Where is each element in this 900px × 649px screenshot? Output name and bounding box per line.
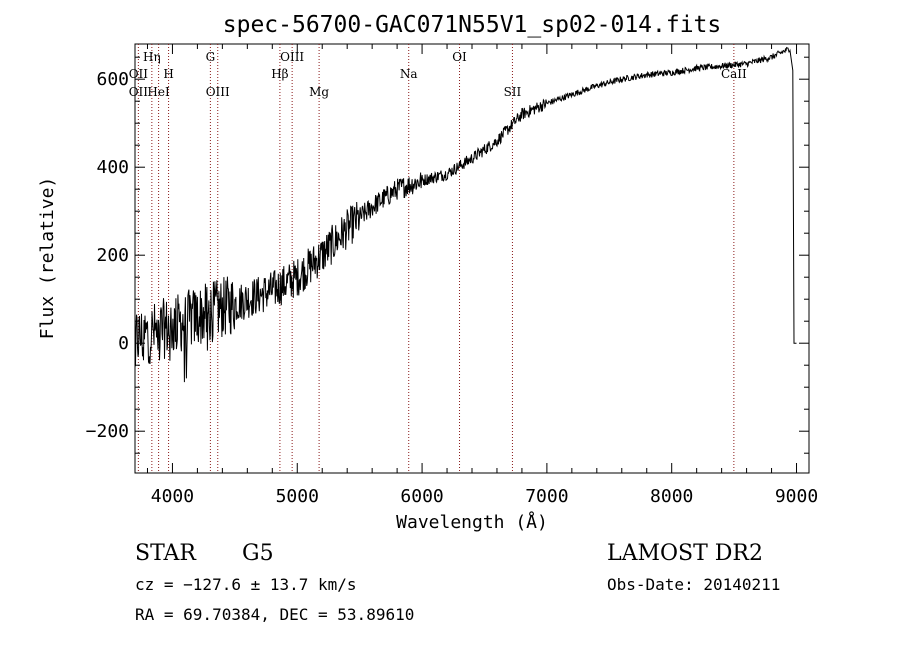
observation-date: Obs-Date: 20140211 <box>607 575 780 594</box>
spectral-line-label: G <box>206 50 216 64</box>
x-tick-label: 9000 <box>775 486 818 507</box>
y-axis-label: Flux (relative) <box>37 177 58 340</box>
spectral-line-label: CaII <box>721 67 747 81</box>
y-tick-label: 400 <box>96 157 129 178</box>
y-axis-ticks: −200 0 200 400 600 <box>86 56 809 454</box>
survey-name: LAMOST DR2 <box>607 541 763 566</box>
ra-dec-coordinates: RA = 69.70384, DEC = 53.89610 <box>135 605 414 624</box>
x-axis-ticks: 4000 5000 6000 7000 8000 9000 <box>146 44 818 507</box>
spectral-line-markers <box>137 44 735 473</box>
x-tick-label: 4000 <box>151 486 194 507</box>
x-tick-label: 6000 <box>400 486 443 507</box>
spectral-line-label: H <box>163 67 173 81</box>
y-tick-label: 600 <box>96 69 129 90</box>
spectral-line-label: OII <box>129 67 149 81</box>
x-tick-label: 7000 <box>525 486 568 507</box>
spectral-line-label: OIII <box>280 50 304 64</box>
chart-title: spec-56700-GAC071N55V1_sp02-014.fits <box>223 12 722 38</box>
spectral-line-label: OII <box>129 85 149 99</box>
spectral-line-label: HeI <box>147 85 170 99</box>
object-class: STAR <box>135 541 197 566</box>
spectral-line-label: SII <box>504 85 522 99</box>
spectral-line-label: Hη <box>143 50 161 64</box>
spectral-line-label: OI <box>452 50 467 64</box>
redshift-velocity: cz = −127.6 ± 13.7 km/s <box>135 575 357 594</box>
x-axis-label: Wavelength (Å) <box>396 511 548 533</box>
subclass: G5 <box>242 541 274 566</box>
spectral-line-label: OIII <box>206 85 230 99</box>
x-tick-label: 8000 <box>650 486 693 507</box>
y-tick-label: 200 <box>96 245 129 266</box>
spectrum-series <box>134 46 797 383</box>
spectrum-line <box>134 46 797 383</box>
spectral-line-label: Hβ <box>271 67 288 81</box>
x-tick-label: 5000 <box>276 486 319 507</box>
plot-frame <box>134 43 810 474</box>
y-tick-label: −200 <box>86 421 129 442</box>
spectral-line-label: Mg <box>309 85 329 99</box>
spectral-line-label: Na <box>400 67 418 81</box>
y-tick-label: 0 <box>118 333 129 354</box>
